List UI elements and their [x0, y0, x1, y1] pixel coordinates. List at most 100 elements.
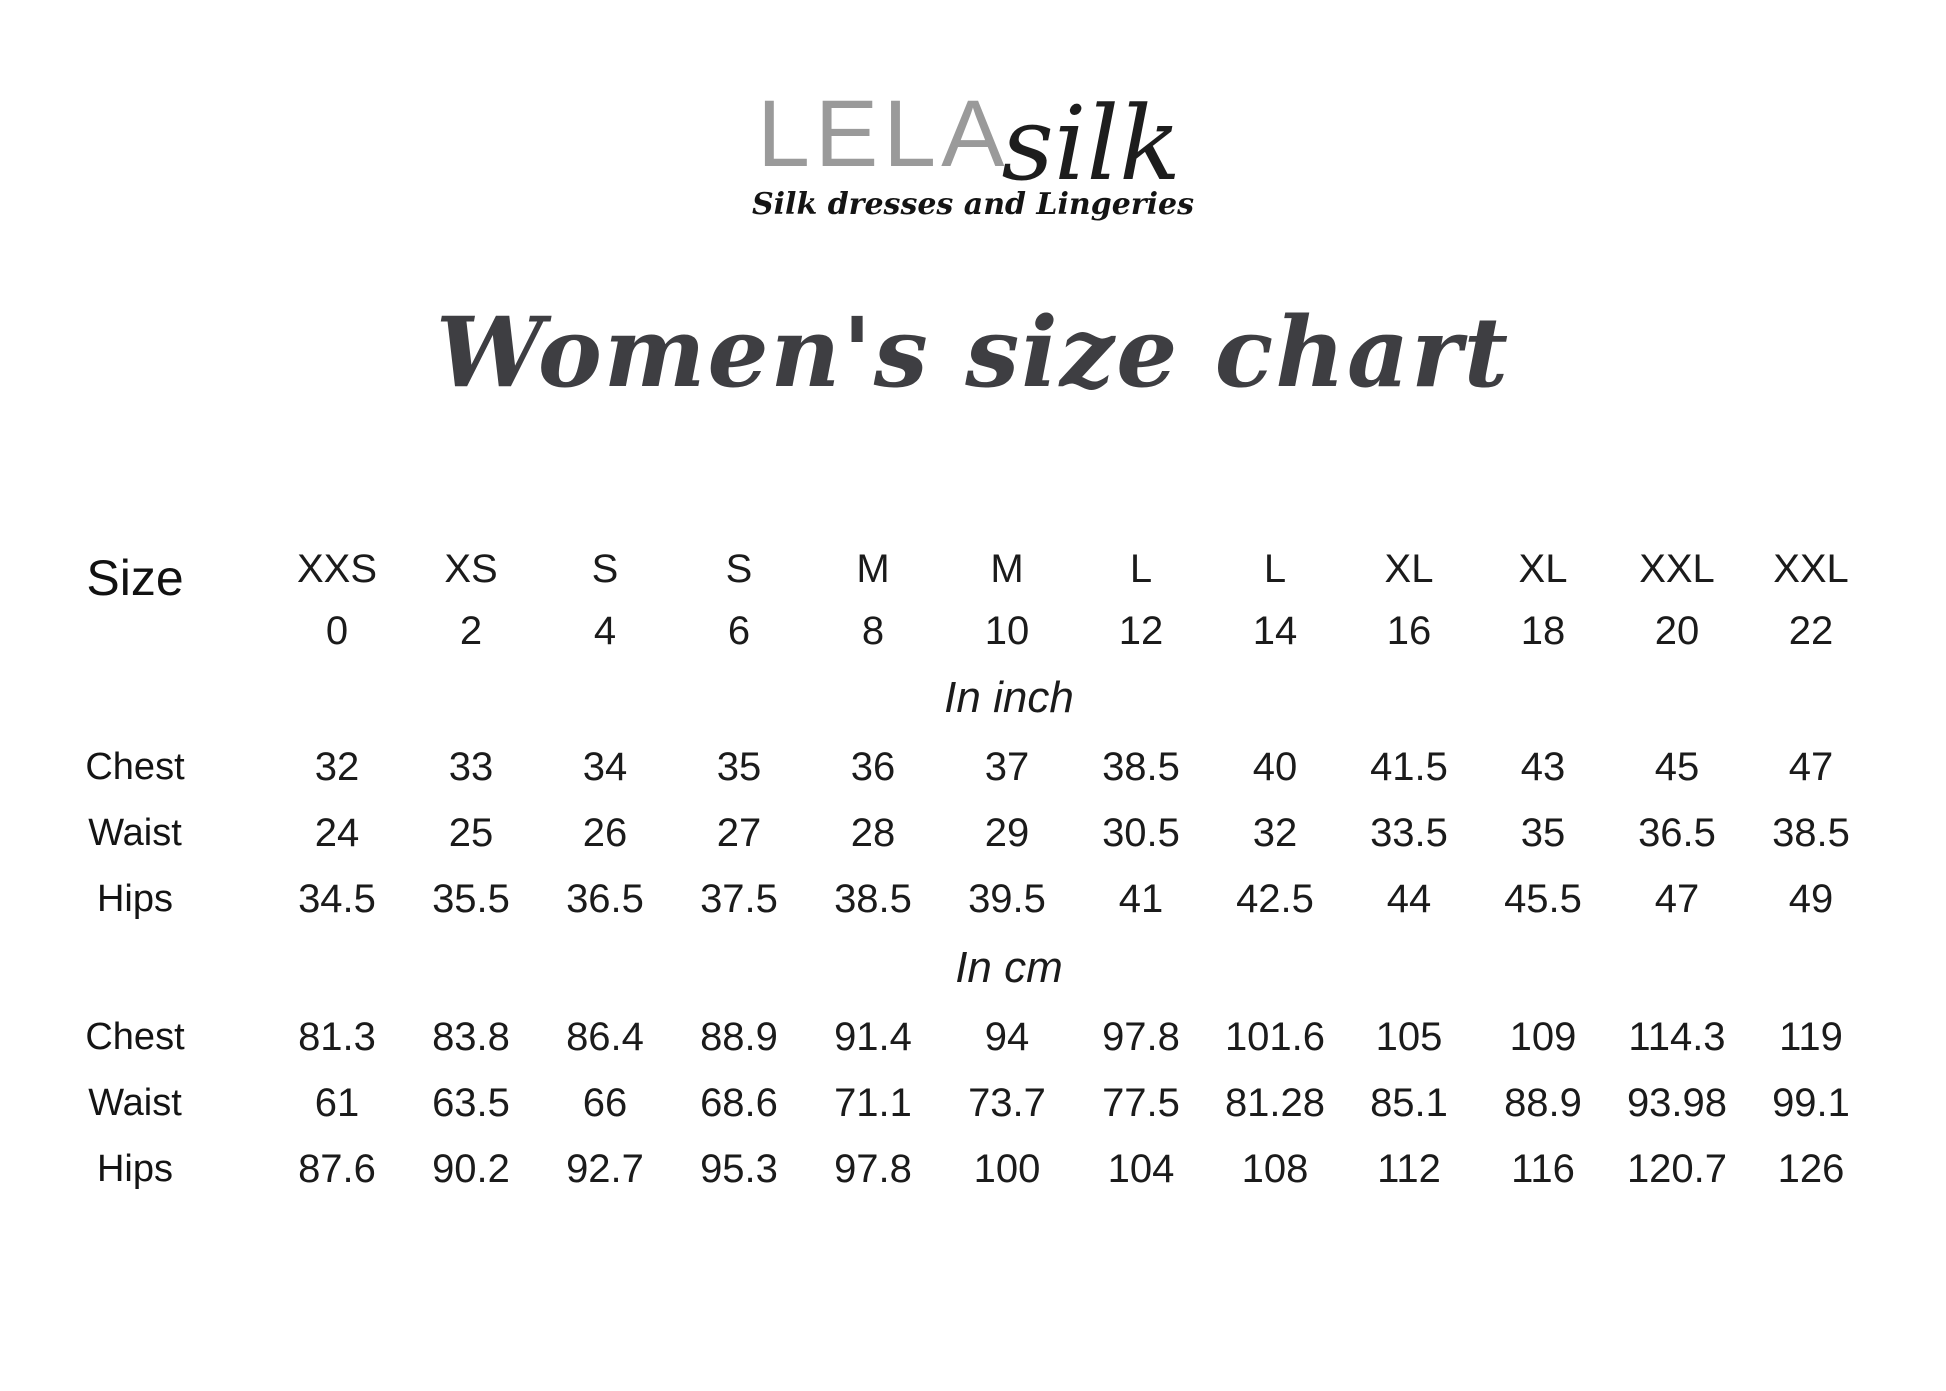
size-column-m-8: M 8: [806, 538, 940, 662]
measurement-value: 43: [1520, 744, 1566, 789]
table-row-waist-inch: Waist 24 25 26 27 28 29 30.5 32 33.5 35 …: [0, 800, 1878, 866]
row-label-chest: Chest: [85, 745, 185, 788]
measurement-value: 105: [1375, 1014, 1443, 1059]
table-row-hips-cm: Hips 87.6 90.2 92.7 95.3 97.8 100 104 10…: [0, 1136, 1878, 1202]
size-label: L: [1129, 547, 1153, 591]
size-column-s-6: S 6: [672, 538, 806, 662]
size-label: XL: [1384, 547, 1434, 591]
measurement-value: 32: [314, 744, 360, 789]
row-label-waist: Waist: [88, 1081, 182, 1124]
measurement-value: 90.2: [432, 1146, 510, 1191]
row-label-waist: Waist: [88, 811, 182, 854]
size-column-xl-16: XL 16: [1342, 538, 1476, 662]
measurement-value: 95.3: [700, 1146, 778, 1191]
measurement-value: 87.6: [298, 1146, 376, 1191]
measurement-value: 28: [850, 810, 896, 855]
measurement-value: 92.7: [566, 1146, 644, 1191]
size-column-xxl-22: XXL 22: [1744, 538, 1878, 662]
section-header-inch: In inch: [944, 673, 1074, 722]
size-label: XXL: [1639, 547, 1715, 591]
measurement-value: 93.98: [1626, 1080, 1728, 1125]
measurement-value: 36: [850, 744, 896, 789]
measurement-value: 47: [1654, 876, 1700, 921]
measurement-value: 86.4: [566, 1014, 644, 1059]
measurement-value: 119: [1779, 1014, 1843, 1059]
measurement-value: 97.8: [1102, 1014, 1180, 1059]
size-label: XXL: [1773, 547, 1849, 591]
measurement-value: 91.4: [834, 1014, 912, 1059]
measurement-value: 126: [1777, 1146, 1845, 1191]
measurement-value: 77.5: [1102, 1080, 1180, 1125]
size-number: 22: [1788, 609, 1834, 653]
measurement-value: 68.6: [700, 1080, 778, 1125]
table-row-chest-inch: Chest 32 33 34 35 36 37 38.5 40 41.5 43 …: [0, 734, 1878, 800]
measurement-value: 34.5: [298, 876, 376, 921]
size-label: XL: [1518, 547, 1568, 591]
measurement-value: 61: [314, 1080, 360, 1125]
size-label: M: [856, 547, 890, 591]
table-row-chest-cm: Chest 81.3 83.8 86.4 88.9 91.4 94 97.8 1…: [0, 1004, 1878, 1070]
measurement-value: 35: [1520, 810, 1566, 855]
size-label: L: [1263, 547, 1287, 591]
measurement-value: 63.5: [432, 1080, 510, 1125]
measurement-value: 81.3: [298, 1014, 376, 1059]
measurement-value: 37.5: [700, 876, 778, 921]
size-number: 10: [984, 609, 1030, 653]
size-label: S: [725, 547, 753, 591]
table-row-hips-inch: Hips 34.5 35.5 36.5 37.5 38.5 39.5 41 42…: [0, 866, 1878, 932]
measurement-value: 36.5: [1638, 810, 1716, 855]
measurement-value: 35: [716, 744, 762, 789]
measurement-value: 109: [1509, 1014, 1577, 1059]
measurement-value: 108: [1241, 1146, 1309, 1191]
measurement-value: 83.8: [432, 1014, 510, 1059]
brand-name-script: silk: [1001, 85, 1181, 204]
brand-logo-line: LELA silk: [0, 50, 1946, 196]
measurement-value: 88.9: [700, 1014, 778, 1059]
measurement-value: 35.5: [432, 876, 510, 921]
row-label-chest: Chest: [85, 1015, 185, 1058]
measurement-value: 101.6: [1224, 1014, 1326, 1059]
measurement-value: 73.7: [968, 1080, 1046, 1125]
measurement-value: 33.5: [1370, 810, 1448, 855]
measurement-value: 104: [1107, 1146, 1175, 1191]
measurement-value: 116: [1511, 1146, 1575, 1191]
measurement-value: 45.5: [1504, 876, 1582, 921]
measurement-value: 97.8: [834, 1146, 912, 1191]
size-number: 20: [1654, 609, 1700, 653]
measurement-value: 34: [582, 744, 628, 789]
measurement-value: 44: [1386, 876, 1432, 921]
measurement-value: 26: [582, 810, 628, 855]
measurement-value: 33: [448, 744, 494, 789]
measurement-value: 40: [1252, 744, 1298, 789]
size-number: 12: [1118, 609, 1164, 653]
brand-name-main: LELA: [757, 81, 1010, 187]
size-number: 14: [1252, 609, 1298, 653]
size-label: M: [990, 547, 1024, 591]
measurement-value: 29: [984, 810, 1030, 855]
section-header-cm: In cm: [955, 943, 1063, 992]
measurement-value: 66: [582, 1080, 628, 1125]
measurement-value: 25: [448, 810, 494, 855]
measurement-value: 42.5: [1236, 876, 1314, 921]
measurement-value: 36.5: [566, 876, 644, 921]
measurement-value: 81.28: [1224, 1080, 1326, 1125]
size-column-xs-2: XS 2: [404, 538, 538, 662]
row-label-hips: Hips: [96, 877, 174, 920]
size-number: 0: [325, 609, 349, 653]
measurement-value: 24: [314, 810, 360, 855]
measurement-value: 99.1: [1772, 1080, 1850, 1125]
measurement-value: 38.5: [1772, 810, 1850, 855]
size-label: XS: [444, 547, 498, 591]
row-label-hips: Hips: [96, 1147, 174, 1190]
size-column-s-4: S 4: [538, 538, 672, 662]
measurement-value: 41: [1118, 876, 1164, 921]
measurement-value: 41.5: [1370, 744, 1448, 789]
measurement-value: 114.3: [1628, 1014, 1726, 1059]
size-label: XXS: [296, 547, 378, 591]
measurement-value: 38.5: [834, 876, 912, 921]
measurement-value: 85.1: [1370, 1080, 1448, 1125]
table-row-waist-cm: Waist 61 63.5 66 68.6 71.1 73.7 77.5 81.…: [0, 1070, 1878, 1136]
size-column-m-10: M 10: [940, 538, 1074, 662]
measurement-value: 88.9: [1504, 1080, 1582, 1125]
size-column-xl-18: XL 18: [1476, 538, 1610, 662]
